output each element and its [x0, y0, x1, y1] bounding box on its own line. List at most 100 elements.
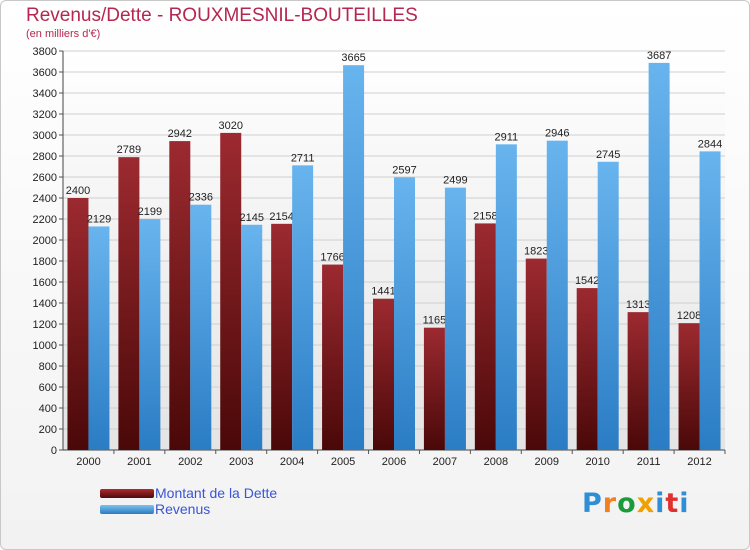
bar-revenus: [394, 177, 415, 450]
data-label: 2911: [495, 131, 519, 143]
data-label: 2597: [392, 164, 416, 176]
data-label: 3020: [218, 120, 242, 132]
logo-letter: P: [582, 488, 603, 519]
y-tick-label: 1200: [33, 319, 57, 331]
bar-revenus: [241, 224, 263, 450]
x-tick-label: 2000: [76, 456, 100, 468]
chart-title: Revenus/Dette - ROUXMESNIL-BOUTEILLES: [26, 5, 418, 26]
y-tick-label: 3600: [33, 67, 57, 79]
x-tick-label: 2001: [127, 456, 151, 468]
x-tick-label: 2012: [687, 456, 711, 468]
bar-dette: [118, 157, 140, 450]
data-label: 2129: [87, 213, 111, 225]
logo-letter: o: [617, 488, 637, 519]
data-label: 2199: [138, 206, 162, 218]
y-tick-label: 3800: [33, 46, 57, 58]
bar-dette: [627, 312, 649, 450]
data-label: 1542: [575, 275, 599, 287]
data-label: 2711: [291, 152, 315, 164]
y-tick-label: 2800: [33, 151, 57, 163]
y-tick-label: 1000: [33, 340, 57, 352]
y-tick-label: 200: [39, 424, 57, 436]
bar-revenus: [546, 140, 568, 451]
data-label: 2154: [269, 211, 293, 223]
chart-subtitle: (en milliers d'€): [26, 28, 101, 40]
bar-dette: [67, 198, 89, 450]
data-label: 1165: [423, 315, 447, 327]
bar-revenus: [597, 161, 619, 450]
data-label: 1823: [524, 246, 548, 258]
data-label: 1208: [677, 310, 701, 322]
bar-dette: [576, 288, 598, 450]
y-tick-label: 2000: [33, 235, 57, 247]
legend-label-dette: Montant de la Dette: [155, 485, 278, 501]
bar-dette: [322, 264, 344, 450]
x-tick-label: 2002: [178, 456, 202, 468]
data-label: 2145: [239, 212, 263, 224]
logo-letter: x: [636, 488, 656, 519]
x-tick-label: 2007: [433, 456, 457, 468]
x-tick-label: 2003: [229, 456, 253, 468]
data-label: 1313: [626, 299, 650, 311]
legend-swatch-revenus: [100, 505, 154, 514]
logo-letter: i: [679, 488, 690, 519]
data-label: 2499: [443, 175, 467, 187]
x-tick-label: 2006: [382, 456, 406, 468]
bar-dette: [678, 323, 700, 450]
logo-letter: r: [602, 488, 618, 519]
data-label: 3665: [341, 52, 365, 64]
bar-revenus: [699, 151, 721, 450]
bar-revenus: [444, 187, 466, 451]
bar-revenus: [292, 165, 314, 450]
y-tick-label: 1600: [33, 277, 57, 289]
y-tick-label: 0: [51, 445, 57, 457]
y-tick-label: 800: [39, 361, 57, 373]
x-tick-label: 2009: [535, 456, 559, 468]
data-label: 2336: [189, 192, 213, 204]
y-tick-label: 3000: [33, 130, 57, 142]
x-tick-label: 2004: [280, 456, 304, 468]
logo-letter: i: [655, 488, 666, 519]
data-label: 2946: [545, 128, 569, 140]
x-tick-label: 2008: [484, 456, 508, 468]
bar-dette: [220, 132, 242, 450]
data-label: 2942: [168, 128, 192, 140]
data-label: 1441: [371, 286, 395, 298]
data-label: 2844: [698, 138, 722, 150]
bar-dette: [169, 141, 191, 450]
y-tick-label: 2600: [33, 172, 57, 184]
data-label: 2400: [66, 185, 90, 197]
y-tick-label: 600: [39, 382, 57, 394]
logo-letter: t: [665, 488, 680, 519]
bar-revenus: [343, 65, 365, 451]
bar-revenus: [190, 204, 212, 450]
bar-dette: [423, 327, 445, 450]
y-tick-label: 3400: [33, 88, 57, 100]
bar-revenus: [88, 226, 110, 450]
data-label: 2158: [473, 210, 497, 222]
data-label: 3687: [647, 50, 671, 62]
legend-swatch-dette: [100, 489, 154, 498]
x-tick-label: 2005: [331, 456, 355, 468]
data-label: 2789: [117, 144, 141, 156]
x-tick-label: 2010: [585, 456, 609, 468]
y-tick-label: 1400: [33, 298, 57, 310]
y-tick-label: 2200: [33, 214, 57, 226]
y-tick-label: 1800: [33, 256, 57, 268]
data-label: 1766: [320, 252, 344, 264]
x-tick-label: 2011: [637, 456, 661, 468]
bar-dette: [474, 223, 496, 450]
legend-label-revenus: Revenus: [155, 501, 211, 517]
data-label: 2745: [596, 149, 620, 161]
bar-dette: [373, 298, 394, 450]
proxiti-logo: Proxiti: [582, 488, 690, 519]
y-tick-label: 3200: [33, 109, 57, 121]
bar-dette: [525, 258, 547, 450]
y-tick-label: 2400: [33, 193, 57, 205]
bar-revenus: [495, 144, 517, 450]
y-tick-label: 400: [39, 403, 57, 415]
bar-revenus: [139, 219, 161, 450]
bar-dette: [271, 223, 293, 450]
bar-revenus: [648, 62, 670, 451]
